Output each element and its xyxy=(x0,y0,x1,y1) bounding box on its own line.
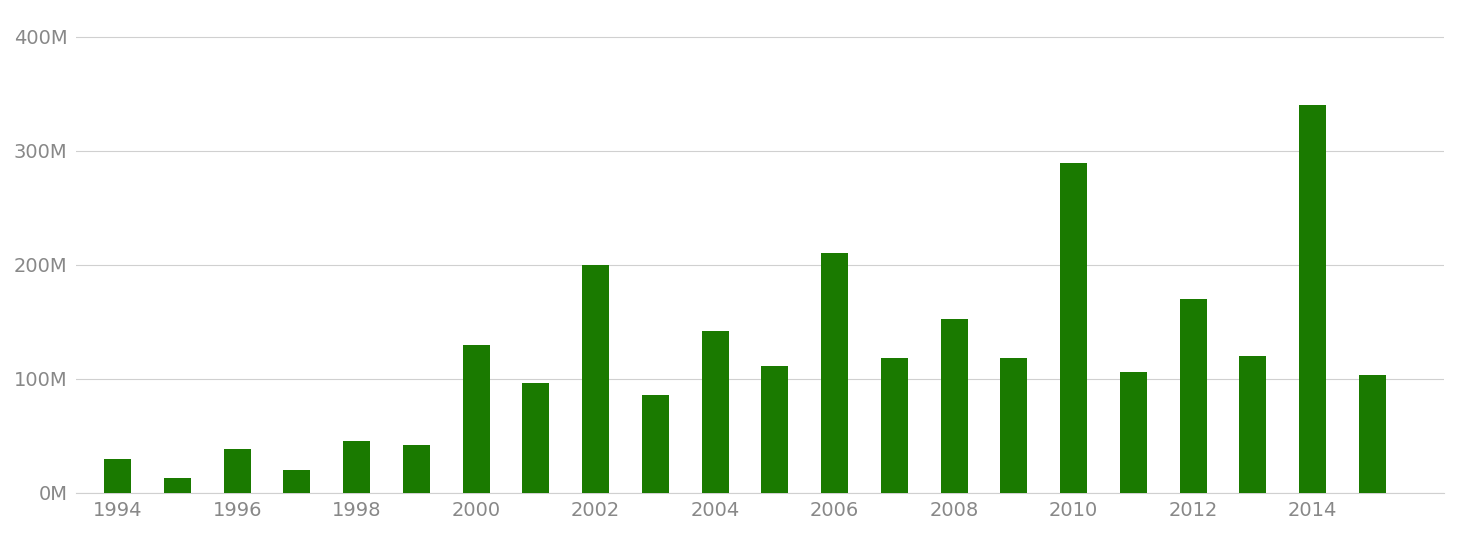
Bar xyxy=(163,478,191,493)
Bar xyxy=(1359,375,1387,493)
Bar xyxy=(462,344,490,493)
Bar xyxy=(1120,372,1147,493)
Bar xyxy=(522,383,550,493)
Bar xyxy=(582,265,609,493)
Bar xyxy=(1299,105,1327,493)
Bar xyxy=(343,442,370,493)
Bar xyxy=(940,319,968,493)
Bar xyxy=(402,445,430,493)
Bar xyxy=(701,331,729,493)
Bar xyxy=(1180,299,1207,493)
Bar xyxy=(283,470,311,493)
Bar xyxy=(1060,163,1088,493)
Bar xyxy=(1239,356,1267,493)
Bar xyxy=(223,450,251,493)
Bar xyxy=(761,366,789,493)
Bar xyxy=(881,358,908,493)
Bar xyxy=(642,395,669,493)
Bar xyxy=(104,459,131,493)
Bar xyxy=(821,253,849,493)
Bar xyxy=(1000,358,1028,493)
